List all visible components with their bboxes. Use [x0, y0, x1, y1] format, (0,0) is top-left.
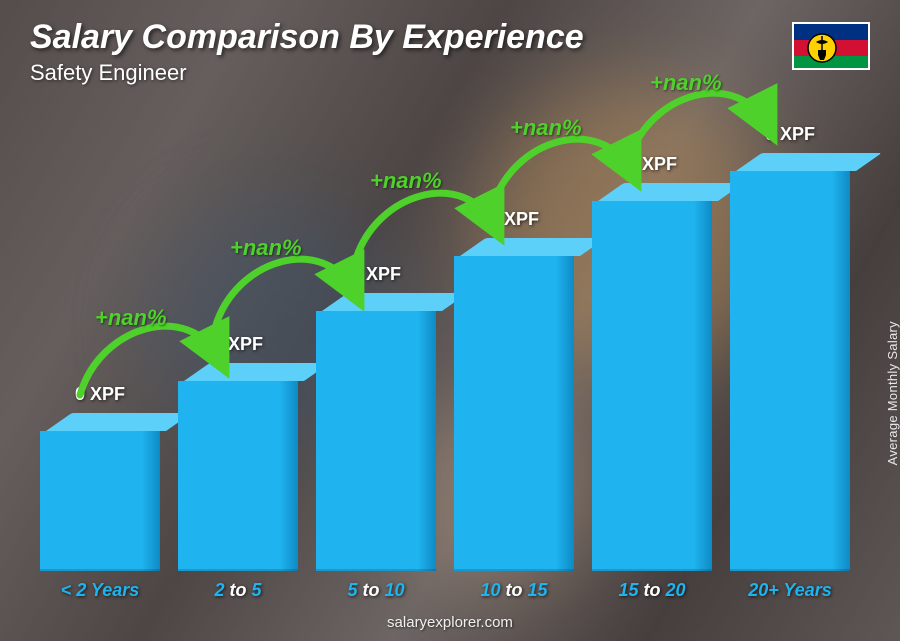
chart-title: Salary Comparison By Experience — [30, 18, 584, 57]
bar-value-label: 0 XPF — [75, 384, 125, 405]
growth-arc-label: +nan% — [230, 235, 302, 261]
x-axis-label: 20+ Years — [730, 580, 850, 601]
bar — [178, 363, 298, 571]
bar — [40, 413, 160, 571]
bar — [592, 183, 712, 571]
bar-value-label: 0 XPF — [765, 124, 815, 145]
bar-slot: 0 XPF — [454, 209, 574, 571]
growth-arc-label: +nan% — [510, 115, 582, 141]
growth-arc-label: +nan% — [95, 305, 167, 331]
footer-attribution: salaryexplorer.com — [0, 614, 900, 631]
country-flag-icon — [792, 22, 870, 70]
bar-slot: 0 XPF — [730, 124, 850, 571]
bar — [730, 153, 850, 571]
bar-value-label: 0 XPF — [627, 154, 677, 175]
bar-chart: 0 XPF 0 XPF 0 XPF 0 XPF 0 XPF 0 XPF — [40, 111, 850, 571]
growth-arc-label: +nan% — [370, 168, 442, 194]
bar-value-label: 0 XPF — [213, 334, 263, 355]
bar — [316, 293, 436, 571]
bar-slot: 0 XPF — [40, 384, 160, 571]
bar-slot: 0 XPF — [178, 334, 298, 571]
bar-value-label: 0 XPF — [489, 209, 539, 230]
bar-slot: 0 XPF — [316, 264, 436, 571]
bar — [454, 238, 574, 571]
x-axis-label: 10 to 15 — [454, 580, 574, 601]
x-axis-label: 2 to 5 — [178, 580, 298, 601]
y-axis-label: Average Monthly Salary — [885, 321, 900, 465]
x-axis-label: 15 to 20 — [592, 580, 712, 601]
chart-subtitle: Safety Engineer — [30, 60, 187, 86]
bar-slot: 0 XPF — [592, 154, 712, 571]
x-axis-label: < 2 Years — [40, 580, 160, 601]
growth-arc-label: +nan% — [650, 70, 722, 96]
x-axis-label: 5 to 10 — [316, 580, 436, 601]
bar-value-label: 0 XPF — [351, 264, 401, 285]
x-axis: < 2 Years 2 to 5 5 to 10 10 to 15 15 to 20 20… — [40, 580, 850, 601]
